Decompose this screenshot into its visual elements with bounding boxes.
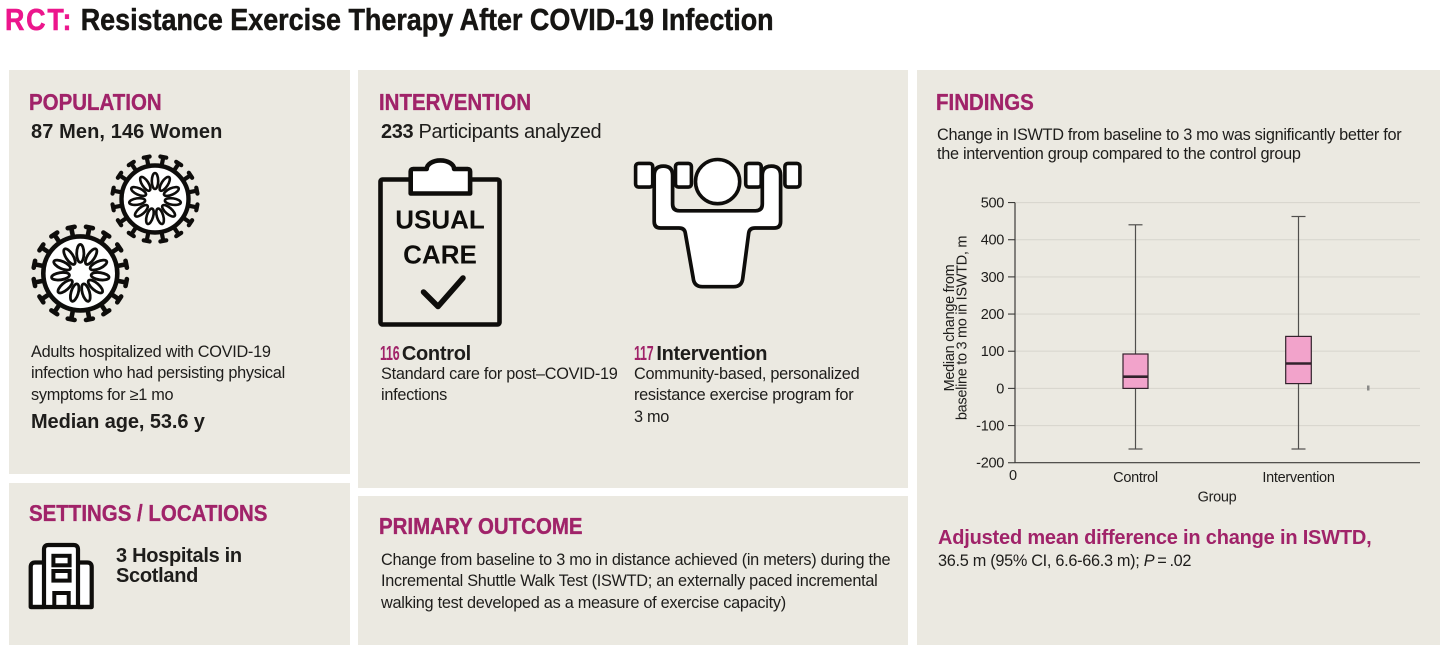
svg-text:CARE: CARE	[403, 240, 477, 270]
svg-text:200: 200	[981, 307, 1005, 323]
svg-text:-200: -200	[976, 456, 1004, 472]
svg-text:0: 0	[1009, 468, 1017, 484]
svg-text:500: 500	[981, 196, 1005, 212]
svg-text:100: 100	[981, 344, 1005, 360]
svg-text:0: 0	[996, 381, 1004, 397]
svg-text:300: 300	[981, 270, 1005, 286]
svg-text:baseline to 3 mo in ISWTD, m: baseline to 3 mo in ISWTD, m	[955, 236, 971, 420]
svg-text:Group: Group	[1198, 490, 1237, 506]
svg-text:-100: -100	[976, 419, 1004, 435]
svg-text:Intervention: Intervention	[1262, 470, 1334, 486]
svg-text:USUAL: USUAL	[395, 205, 485, 235]
svg-text:Median change from: Median change from	[942, 264, 958, 391]
svg-text:Control: Control	[1113, 470, 1158, 486]
svg-text:400: 400	[981, 233, 1005, 249]
